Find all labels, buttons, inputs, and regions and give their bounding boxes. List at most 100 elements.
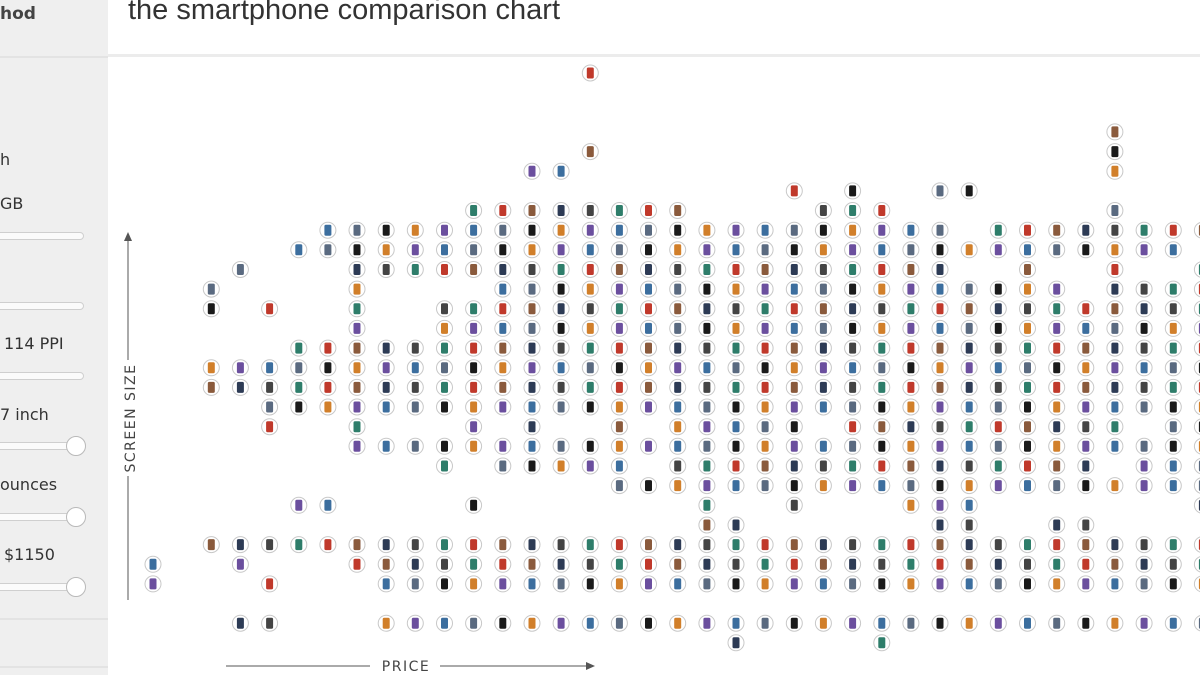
phone-marker[interactable] bbox=[669, 418, 687, 436]
phone-marker[interactable] bbox=[1048, 437, 1066, 455]
phone-marker[interactable] bbox=[756, 261, 774, 278]
phone-marker[interactable] bbox=[1164, 339, 1182, 357]
phone-marker[interactable] bbox=[785, 339, 803, 357]
phone-marker[interactable] bbox=[610, 202, 628, 219]
phone-marker[interactable] bbox=[1193, 575, 1200, 593]
phone-marker[interactable] bbox=[1048, 614, 1066, 632]
phone-marker[interactable] bbox=[436, 536, 453, 554]
phone-marker[interactable] bbox=[465, 496, 483, 514]
phone-marker[interactable] bbox=[640, 477, 657, 495]
phone-marker[interactable] bbox=[756, 418, 774, 436]
phone-marker[interactable] bbox=[1193, 536, 1200, 553]
phone-marker[interactable] bbox=[1077, 457, 1095, 475]
phone-marker[interactable] bbox=[1135, 614, 1153, 632]
phone-marker[interactable] bbox=[960, 280, 978, 298]
phone-marker[interactable] bbox=[960, 516, 978, 534]
phone-marker[interactable] bbox=[960, 437, 978, 455]
phone-marker[interactable] bbox=[902, 536, 920, 554]
phone-marker[interactable] bbox=[377, 241, 395, 259]
phone-marker[interactable] bbox=[1048, 300, 1066, 318]
phone-marker[interactable] bbox=[669, 575, 687, 593]
phone-marker[interactable] bbox=[814, 378, 832, 396]
phone-marker[interactable] bbox=[1019, 359, 1036, 377]
phone-marker[interactable] bbox=[1164, 477, 1182, 495]
phone-marker[interactable] bbox=[1135, 339, 1153, 357]
phone-marker[interactable] bbox=[669, 202, 687, 219]
phone-marker[interactable] bbox=[931, 477, 949, 495]
phone-marker[interactable] bbox=[552, 202, 570, 219]
phone-marker[interactable] bbox=[1164, 437, 1182, 455]
phone-marker[interactable] bbox=[523, 378, 541, 396]
phone-marker[interactable] bbox=[319, 359, 337, 377]
phone-marker[interactable] bbox=[581, 575, 599, 593]
phone-marker[interactable] bbox=[581, 261, 599, 278]
phone-marker[interactable] bbox=[494, 339, 512, 357]
phone-marker[interactable] bbox=[698, 339, 716, 357]
phone-marker[interactable] bbox=[640, 202, 657, 219]
phone-marker[interactable] bbox=[1048, 280, 1066, 298]
phone-marker[interactable] bbox=[960, 496, 978, 514]
phone-marker[interactable] bbox=[348, 319, 366, 337]
phone-marker[interactable] bbox=[669, 319, 687, 337]
phone-marker[interactable] bbox=[873, 555, 891, 573]
phone-marker[interactable] bbox=[377, 536, 395, 554]
phone-marker[interactable] bbox=[844, 437, 862, 455]
phone-marker[interactable] bbox=[610, 319, 628, 337]
phone-marker[interactable] bbox=[785, 221, 803, 239]
phone-marker[interactable] bbox=[523, 261, 541, 278]
phone-marker[interactable] bbox=[1193, 359, 1200, 376]
phone-marker[interactable] bbox=[1077, 241, 1095, 259]
phone-marker[interactable] bbox=[698, 614, 716, 632]
phone-marker[interactable] bbox=[581, 143, 599, 161]
phone-marker[interactable] bbox=[931, 339, 949, 357]
phone-marker[interactable] bbox=[727, 339, 745, 357]
phone-marker[interactable] bbox=[873, 437, 891, 455]
phone-marker[interactable] bbox=[1019, 378, 1036, 396]
phone-marker[interactable] bbox=[640, 319, 657, 337]
phone-marker[interactable] bbox=[902, 398, 920, 416]
phone-marker[interactable] bbox=[290, 339, 308, 357]
phone-marker[interactable] bbox=[756, 221, 774, 239]
phone-marker[interactable] bbox=[814, 202, 832, 219]
phone-marker[interactable] bbox=[669, 437, 687, 455]
phone-marker[interactable] bbox=[1048, 477, 1066, 495]
phone-marker[interactable] bbox=[523, 575, 541, 593]
phone-marker[interactable] bbox=[785, 359, 803, 377]
phone-marker[interactable] bbox=[348, 555, 366, 573]
phone-marker[interactable] bbox=[785, 437, 803, 455]
phone-marker[interactable] bbox=[989, 241, 1007, 259]
phone-marker[interactable] bbox=[727, 614, 745, 632]
phone-marker[interactable] bbox=[960, 575, 978, 593]
phone-marker[interactable] bbox=[144, 575, 162, 593]
phone-marker[interactable] bbox=[581, 378, 599, 396]
phone-marker[interactable] bbox=[523, 614, 541, 632]
phone-marker[interactable] bbox=[406, 614, 424, 632]
phone-marker[interactable] bbox=[348, 359, 366, 377]
phone-marker[interactable] bbox=[727, 634, 745, 652]
phone-marker[interactable] bbox=[727, 261, 745, 278]
phone-marker[interactable] bbox=[1077, 418, 1095, 436]
phone-marker[interactable] bbox=[960, 398, 978, 416]
phone-marker[interactable] bbox=[436, 319, 453, 337]
phone-marker[interactable] bbox=[1193, 320, 1200, 337]
phone-marker[interactable] bbox=[902, 457, 920, 475]
phone-marker[interactable] bbox=[494, 437, 512, 455]
phone-marker[interactable] bbox=[1019, 280, 1036, 298]
phone-marker[interactable] bbox=[377, 555, 395, 573]
phone-marker[interactable] bbox=[436, 457, 453, 475]
phone-marker[interactable] bbox=[669, 555, 687, 573]
phone-marker[interactable] bbox=[960, 339, 978, 357]
phone-marker[interactable] bbox=[552, 536, 570, 554]
phone-marker[interactable] bbox=[348, 437, 366, 455]
phone-marker[interactable] bbox=[1048, 241, 1066, 259]
phone-marker[interactable] bbox=[261, 398, 279, 416]
phone-marker[interactable] bbox=[1193, 556, 1200, 573]
phone-marker[interactable] bbox=[1077, 221, 1095, 239]
phone-marker[interactable] bbox=[261, 614, 279, 632]
phone-marker[interactable] bbox=[1164, 221, 1182, 239]
phone-marker[interactable] bbox=[698, 496, 716, 514]
phone-marker[interactable] bbox=[785, 182, 803, 200]
phone-marker[interactable] bbox=[1135, 536, 1153, 554]
phone-marker[interactable] bbox=[1135, 319, 1153, 337]
phone-marker[interactable] bbox=[1164, 536, 1182, 554]
